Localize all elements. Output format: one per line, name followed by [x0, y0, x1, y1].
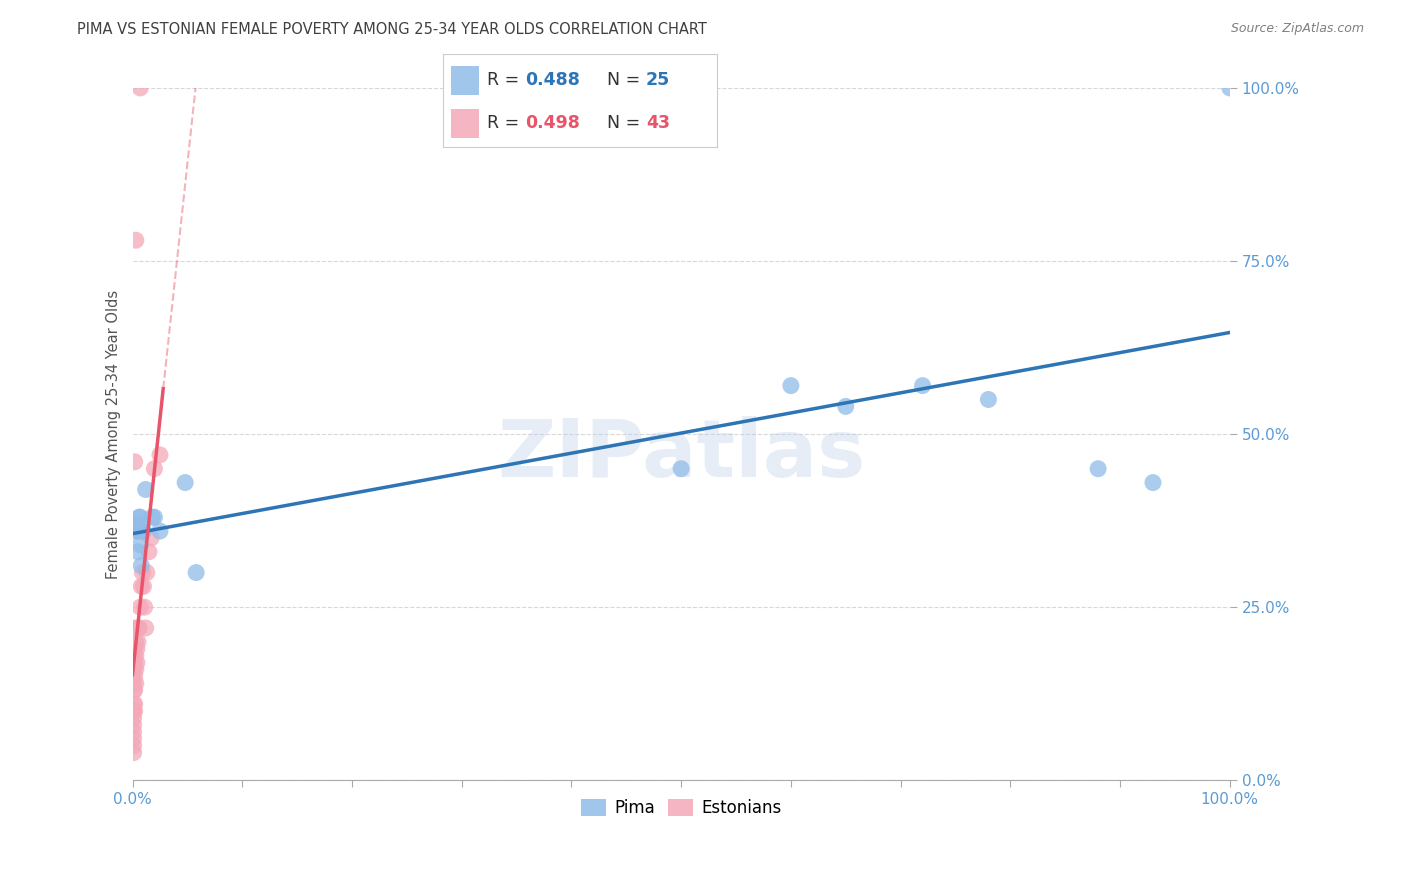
Point [135, 566, 157, 580]
Point [124, 669, 146, 683]
Point [134, 600, 156, 615]
Point [122, 711, 145, 725]
Text: 0.498: 0.498 [526, 114, 581, 132]
Bar [451, 109, 478, 138]
Y-axis label: Female Poverty Among 25-34 Year Olds: Female Poverty Among 25-34 Year Olds [107, 290, 121, 579]
Point [122, 724, 145, 739]
Text: 25: 25 [645, 70, 671, 88]
Point [669, 461, 692, 475]
Point [125, 524, 148, 538]
Legend: Pima, Estonians: Pima, Estonians [574, 792, 789, 824]
Point [129, 81, 152, 95]
Point [141, 510, 163, 524]
Point [125, 517, 148, 532]
Text: 43: 43 [645, 114, 669, 132]
Point [138, 545, 160, 559]
Point [129, 600, 152, 615]
Text: Source: ZipAtlas.com: Source: ZipAtlas.com [1230, 22, 1364, 36]
Point [122, 676, 145, 690]
Point [122, 746, 145, 760]
Point [131, 524, 153, 538]
Point [122, 656, 145, 670]
Point [1219, 81, 1241, 95]
Point [129, 524, 152, 538]
Text: N =: N = [607, 114, 647, 132]
Point [127, 524, 149, 538]
Point [125, 621, 148, 635]
Point [1142, 475, 1164, 490]
Point [125, 648, 148, 663]
Point [186, 566, 208, 580]
Point [122, 683, 145, 698]
Point [125, 663, 148, 677]
Point [125, 233, 148, 247]
Point [125, 656, 148, 670]
Point [128, 510, 150, 524]
Point [122, 718, 145, 732]
Text: ZIPatlas: ZIPatlas [498, 416, 865, 494]
Point [135, 483, 157, 497]
Point [124, 704, 146, 718]
Point [174, 475, 197, 490]
Point [125, 676, 148, 690]
Point [149, 448, 172, 462]
Point [835, 400, 858, 414]
Point [131, 566, 153, 580]
Point [132, 524, 155, 538]
Text: PIMA VS ESTONIAN FEMALE POVERTY AMONG 25-34 YEAR OLDS CORRELATION CHART: PIMA VS ESTONIAN FEMALE POVERTY AMONG 25… [77, 22, 707, 37]
Point [780, 378, 803, 392]
Point [122, 663, 145, 677]
Text: R =: R = [486, 114, 524, 132]
Point [129, 510, 152, 524]
Point [122, 731, 145, 746]
Point [124, 656, 146, 670]
Bar [451, 66, 478, 95]
Point [122, 704, 145, 718]
Point [124, 683, 146, 698]
Point [143, 510, 166, 524]
Point [122, 739, 145, 753]
Point [127, 635, 149, 649]
Point [122, 648, 145, 663]
Text: R =: R = [486, 70, 524, 88]
Point [129, 579, 152, 593]
Point [127, 621, 149, 635]
Text: 0.488: 0.488 [526, 70, 581, 88]
Point [125, 635, 148, 649]
Point [135, 621, 157, 635]
Point [143, 461, 166, 475]
Point [124, 641, 146, 656]
Point [122, 697, 145, 711]
Point [129, 538, 152, 552]
Point [149, 524, 172, 538]
Point [1087, 461, 1109, 475]
Point [124, 455, 146, 469]
Point [911, 378, 934, 392]
Point [127, 545, 149, 559]
Point [977, 392, 1000, 407]
Point [128, 621, 150, 635]
Point [132, 579, 155, 593]
Text: N =: N = [607, 70, 647, 88]
Point [129, 558, 152, 573]
Point [124, 697, 146, 711]
Point [125, 641, 148, 656]
Point [141, 531, 163, 545]
